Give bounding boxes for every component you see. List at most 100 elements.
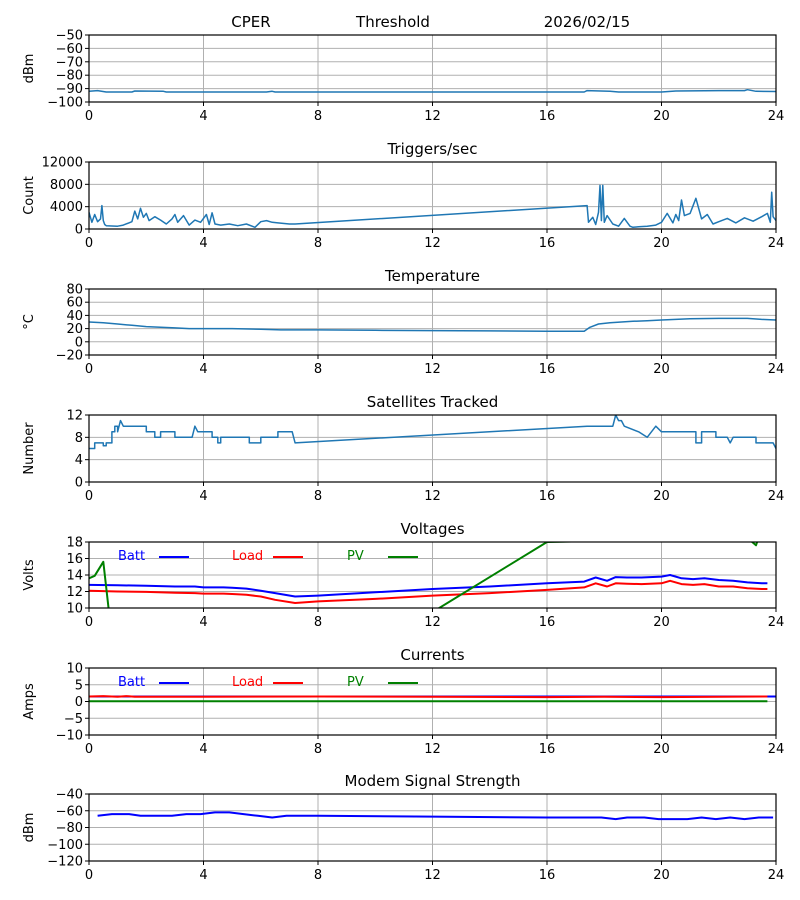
chart-title: Currents xyxy=(400,646,464,664)
legend-label: Load xyxy=(232,549,263,564)
series-group xyxy=(89,184,776,229)
header-station: CPER xyxy=(231,13,270,31)
legend-entry-batt: Batt xyxy=(118,549,189,564)
y-tick-label: −120 xyxy=(47,855,83,870)
legend-label: PV xyxy=(347,549,364,564)
x-tick-label: 16 xyxy=(539,742,556,757)
x-tick-label: 4 xyxy=(199,236,207,251)
series-line-pv xyxy=(89,542,759,608)
series-line-temperature xyxy=(89,317,776,332)
y-tick-label: 8 xyxy=(75,431,83,446)
x-tick-label: 24 xyxy=(768,109,785,124)
x-tick-label: 0 xyxy=(85,236,93,251)
x-tick-label: 8 xyxy=(314,868,322,883)
y-tick-label: 20 xyxy=(66,322,83,337)
y-tick-label: 5 xyxy=(75,678,83,693)
chart-title: Voltages xyxy=(400,520,464,538)
legend-entry-load: Load xyxy=(232,675,303,690)
legend-label: Batt xyxy=(118,549,145,564)
x-tick-label: 16 xyxy=(539,109,556,124)
legend-entry-load: Load xyxy=(232,549,303,564)
y-tick-label: 0 xyxy=(75,335,83,350)
legend-entry-pv: PV xyxy=(347,675,418,690)
y-tick-label: −20 xyxy=(56,349,83,364)
panel-noise: 0 4 8 12 16 20 24 −100−90−80−70−60−50 dBm xyxy=(22,29,784,125)
x-tick-label: 8 xyxy=(314,236,322,251)
series-group xyxy=(89,542,768,608)
y-tick-label: 40 xyxy=(66,309,83,324)
x-tick-label: 12 xyxy=(424,489,441,504)
chart-title: Triggers/sec xyxy=(387,140,478,158)
y-tick-label: −60 xyxy=(56,42,83,57)
x-tick-label: 4 xyxy=(199,742,207,757)
x-tick-label: 20 xyxy=(653,615,670,630)
x-tick-label: 20 xyxy=(653,109,670,124)
x-tick-label: 0 xyxy=(85,362,93,377)
y-axis-label: dBm xyxy=(22,54,37,84)
y-tick-label: −80 xyxy=(56,821,83,836)
x-tick-label: 0 xyxy=(85,489,93,504)
y-tick-label: 18 xyxy=(66,536,83,551)
header-date: 2026/02/15 xyxy=(544,13,630,31)
y-tick-label: −60 xyxy=(56,804,83,819)
legend-label: Batt xyxy=(118,675,145,690)
series-line-load xyxy=(89,579,768,604)
y-tick-label: 14 xyxy=(66,569,83,584)
y-axis-label: dBm xyxy=(22,813,37,843)
x-tick-label: 20 xyxy=(653,362,670,377)
y-tick-label: −5 xyxy=(64,712,83,727)
series-line-load xyxy=(89,695,768,699)
y-tick-label: −100 xyxy=(47,96,83,111)
y-tick-label: 16 xyxy=(66,552,83,567)
chart-title: Temperature xyxy=(384,267,480,285)
y-tick-label: 12 xyxy=(66,409,83,424)
x-tick-label: 0 xyxy=(85,868,93,883)
x-tick-label: 16 xyxy=(539,868,556,883)
x-tick-label: 16 xyxy=(539,362,556,377)
y-axis-label: Volts xyxy=(22,559,37,591)
x-tick-label: 20 xyxy=(653,742,670,757)
x-tick-label: 12 xyxy=(424,868,441,883)
y-tick-label: −40 xyxy=(56,788,83,803)
series-group xyxy=(89,415,776,450)
x-tick-label: 16 xyxy=(539,615,556,630)
series-line-batt xyxy=(89,574,768,598)
x-tick-label: 0 xyxy=(85,742,93,757)
y-tick-label: 60 xyxy=(66,296,83,311)
y-axis-label: Number xyxy=(22,422,37,475)
legend-label: PV xyxy=(347,675,364,690)
x-tick-label: 12 xyxy=(424,742,441,757)
x-tick-label: 4 xyxy=(199,868,207,883)
series-line-noise xyxy=(89,88,776,93)
series-group xyxy=(89,695,776,703)
y-tick-label: −50 xyxy=(56,29,83,44)
chart-title: Modem Signal Strength xyxy=(345,772,521,790)
series-group xyxy=(97,811,774,821)
x-tick-label: 20 xyxy=(653,236,670,251)
y-axis-label: Amps xyxy=(22,683,37,720)
x-tick-label: 0 xyxy=(85,109,93,124)
y-tick-label: −90 xyxy=(56,82,83,97)
x-tick-label: 20 xyxy=(653,868,670,883)
x-tick-label: 12 xyxy=(424,615,441,630)
y-tick-label: 12 xyxy=(66,585,83,600)
x-tick-label: 8 xyxy=(314,362,322,377)
x-tick-label: 24 xyxy=(768,615,785,630)
series-line-satellites xyxy=(89,415,776,450)
x-tick-label: 8 xyxy=(314,109,322,124)
x-tick-label: 4 xyxy=(199,362,207,377)
y-tick-label: 80 xyxy=(66,283,83,298)
y-tick-label: 0 xyxy=(75,223,83,238)
x-tick-label: 8 xyxy=(314,742,322,757)
x-tick-label: 4 xyxy=(199,109,207,124)
y-tick-label: −70 xyxy=(56,55,83,70)
x-tick-label: 24 xyxy=(768,236,785,251)
panel-modem: 0 4 8 12 16 20 24 −120 −100 −80 −60−40 Modem Signal… xyxy=(22,772,784,883)
x-tick-label: 8 xyxy=(314,615,322,630)
y-tick-label: 0 xyxy=(75,695,83,710)
